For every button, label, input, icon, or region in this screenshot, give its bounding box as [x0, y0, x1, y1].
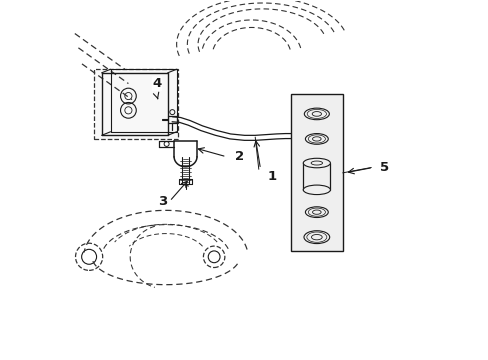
- Text: 4: 4: [152, 77, 161, 90]
- Text: 2: 2: [234, 150, 243, 163]
- Ellipse shape: [303, 158, 330, 168]
- Ellipse shape: [303, 185, 330, 194]
- Text: 3: 3: [158, 195, 166, 208]
- Bar: [290, 94, 342, 251]
- Polygon shape: [94, 69, 178, 139]
- Text: 1: 1: [267, 170, 276, 183]
- Text: 5: 5: [380, 161, 388, 174]
